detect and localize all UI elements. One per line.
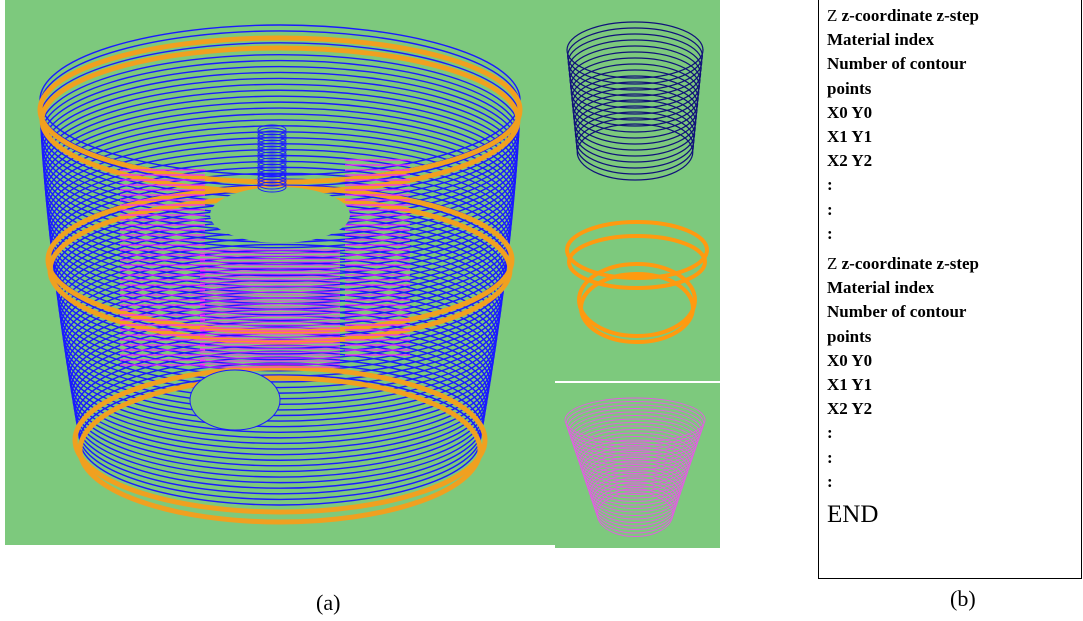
record-line: : <box>827 421 979 445</box>
header-text: z-coordinate z-step <box>842 6 979 25</box>
record-line: X2 Y2 <box>827 149 979 173</box>
record-line: X2 Y2 <box>827 397 979 421</box>
record-line: X1 Y1 <box>827 125 979 149</box>
record-line: : <box>827 222 979 246</box>
end-marker: END <box>827 498 979 532</box>
panel-label: (a) <box>316 590 340 616</box>
record-line: X0 Y0 <box>827 349 979 373</box>
record-line: X0 Y0 <box>827 101 979 125</box>
record-line: Number of contour <box>827 300 979 324</box>
record-line: Material index <box>827 28 979 52</box>
header-text: z-coordinate z-step <box>842 254 979 273</box>
record-line: : <box>827 173 979 197</box>
record-line: : <box>827 470 979 494</box>
header-prefix: Z <box>827 6 837 25</box>
record-line: : <box>827 198 979 222</box>
header-prefix: Z <box>827 254 837 273</box>
record-line: points <box>827 77 979 101</box>
render-image <box>0 0 720 550</box>
panel-label: (b) <box>950 586 976 612</box>
record-header: Z z-coordinate z-step <box>827 4 979 28</box>
record-header: Z z-coordinate z-step <box>827 252 979 276</box>
figure: Z z-coordinate z-stepMaterial indexNumbe… <box>0 0 1083 621</box>
record-line: points <box>827 325 979 349</box>
record-line: Number of contour <box>827 52 979 76</box>
record-line: X1 Y1 <box>827 373 979 397</box>
record-line: : <box>827 446 979 470</box>
opening <box>210 187 350 243</box>
opening <box>190 370 280 430</box>
record-line: Material index <box>827 276 979 300</box>
